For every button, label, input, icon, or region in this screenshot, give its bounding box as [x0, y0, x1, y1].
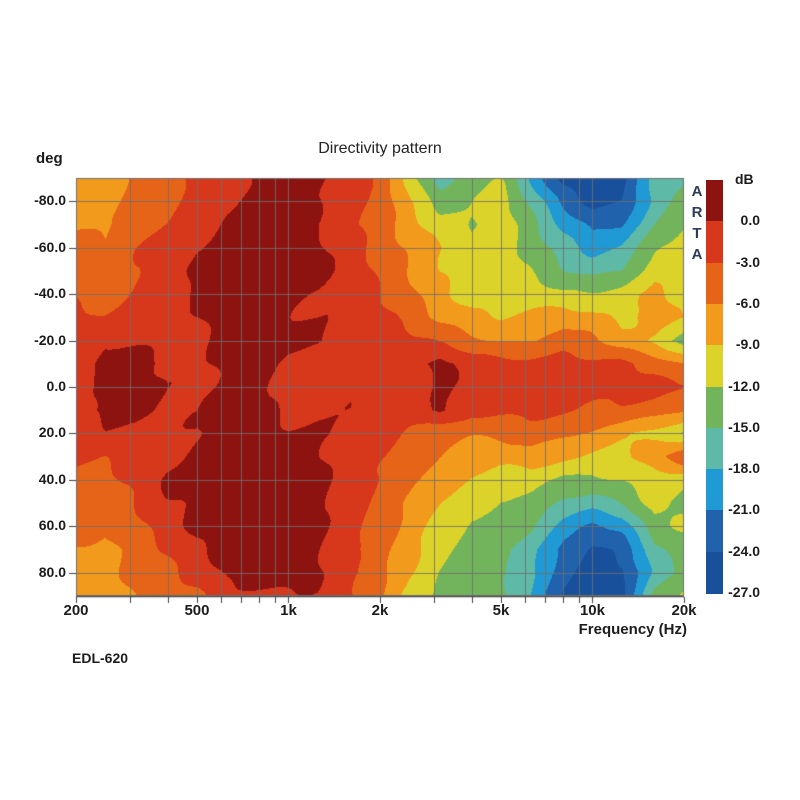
- colorbar-tick-label: -27.0: [728, 584, 760, 600]
- y-axis-unit-label: deg: [36, 150, 63, 167]
- y-tick-label: 80.0: [38, 563, 66, 580]
- colorbar-band: [706, 262, 723, 305]
- colorbar-tick-label: -15.0: [728, 418, 760, 435]
- colorbar-tick-label: -9.0: [735, 336, 760, 353]
- colorbar-band: [706, 469, 723, 512]
- colorbar-unit-label: dB: [735, 171, 754, 187]
- colorbar-tick-label: -12.0: [728, 377, 760, 394]
- colorbar-band: [706, 303, 723, 346]
- colorbar-band: [706, 345, 723, 388]
- colorbar-band: [706, 221, 723, 264]
- y-tick-label: -20.0: [34, 331, 66, 348]
- y-tick-label: 0.0: [46, 378, 66, 394]
- colorbar-tick-label: 0.0: [740, 212, 760, 229]
- colorbar-tick-label: -18.0: [728, 460, 760, 477]
- y-tick-label: 20.0: [38, 424, 66, 441]
- y-tick-label: 60.0: [38, 517, 66, 534]
- y-tick-label: -40.0: [34, 285, 66, 302]
- x-axis-title: Frequency (Hz): [578, 621, 687, 638]
- colorbar-tick-label: -24.0: [728, 542, 760, 559]
- colorbar-tick-label: -3.0: [735, 253, 760, 270]
- y-tick-label: -80.0: [34, 192, 66, 209]
- colorbar-band: [706, 180, 723, 222]
- y-tick-label: -60.0: [34, 238, 66, 255]
- colorbar-band: [706, 427, 723, 470]
- directivity-heatmap-canvas: [60, 172, 692, 608]
- colorbar-band: [706, 551, 723, 594]
- colorbar-band: [706, 510, 723, 553]
- chart-title: Directivity pattern: [318, 140, 442, 157]
- model-label: EDL-620: [72, 650, 129, 666]
- y-tick-label: 40.0: [38, 470, 66, 487]
- colorbar-tick-label: -6.0: [735, 294, 760, 311]
- colorbar-tick-label: -21.0: [728, 501, 760, 518]
- colorbar-band: [706, 386, 723, 429]
